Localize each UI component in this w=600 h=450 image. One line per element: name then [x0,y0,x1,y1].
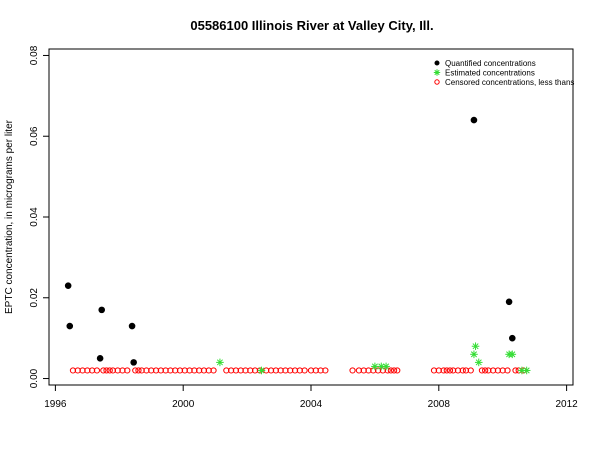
point-open-circle-65 [440,367,447,374]
point-filled-circle-1 [66,322,74,330]
point-filled-circle-8 [508,334,516,342]
point-filled-circle-6 [470,116,478,124]
y-axis: 0.00 0.02 0.04 0.06 0.08 [29,45,49,388]
series-asterisk [216,342,531,375]
y-tick-label-0.06: 0.06 [29,126,40,146]
point-open-circle-5 [93,367,101,374]
point-open-circle-12 [124,367,131,374]
point-open-circle-47 [301,367,308,374]
point-open-circle-70 [459,367,466,374]
y-tick-label-0.04: 0.04 [29,207,40,227]
x-tick-label-1996: 1996 [44,399,67,410]
point-asterisk-2 [371,362,379,371]
point-open-circle-61 [390,367,398,374]
point-asterisk-7 [474,358,483,367]
y-tick-label-0.08: 0.08 [29,45,40,65]
point-open-circle-14 [135,367,142,374]
point-asterisk-0 [216,358,224,367]
legend-marker-asterisk [433,69,441,76]
point-open-circle-67 [446,367,454,374]
point-open-circle-52 [349,367,356,374]
x-tick-label-2004: 2004 [300,399,323,410]
point-open-circle-30 [210,367,217,374]
point-open-circle-60 [387,367,394,374]
point-open-circle-72 [467,367,474,374]
point-open-circle-74 [482,367,489,374]
point-asterisk-5 [470,350,478,359]
point-filled-circle-5 [130,359,137,366]
point-filled-circle-3 [98,306,106,314]
point-filled-circle-7 [505,298,513,306]
data-points [64,116,531,375]
point-filled-circle-4 [128,322,136,330]
point-open-circle-8 [106,367,113,374]
point-asterisk-11 [522,366,531,375]
point-filled-circle-2 [96,355,104,362]
point-asterisk-4 [382,362,390,371]
point-open-circle-62 [394,367,401,374]
point-open-circle-51 [322,367,329,374]
legend-label-2: Censored concentrations, less thans [445,78,574,87]
y-axis-label: EPTC concentration, in micrograms per li… [4,119,15,314]
y-tick-label-0.00: 0.00 [29,368,40,388]
legend-marker-filled-circle [434,60,440,66]
point-asterisk-6 [471,342,480,351]
point-asterisk-9 [508,350,517,359]
x-tick-label-2000: 2000 [172,399,195,410]
point-asterisk-1 [257,366,266,375]
point-open-circle-6 [100,367,107,374]
y-tick-label-0.02: 0.02 [29,288,40,308]
x-tick-label-2012: 2012 [555,399,578,410]
point-open-circle-7 [103,367,110,374]
x-axis: 1996 2000 2004 2008 2012 [44,385,578,410]
legend-label-1: Estimated concentrations [445,69,535,78]
legend-marker-open-circle [434,79,440,85]
series-open-circle [69,367,527,374]
x-tick-label-2008: 2008 [428,399,451,410]
point-open-circle-73 [478,367,486,374]
plot-frame [48,48,574,386]
legend-label-0: Quantified concentrations [445,59,536,68]
point-open-circle-13 [132,367,139,374]
chart-title: 05586100 Illinois River at Valley City, … [190,18,433,33]
point-filled-circle-0 [64,282,72,289]
point-open-circle-79 [504,367,511,374]
point-asterisk-10 [518,366,526,375]
point-open-circle-66 [443,367,450,374]
series-filled-circle [64,116,516,366]
